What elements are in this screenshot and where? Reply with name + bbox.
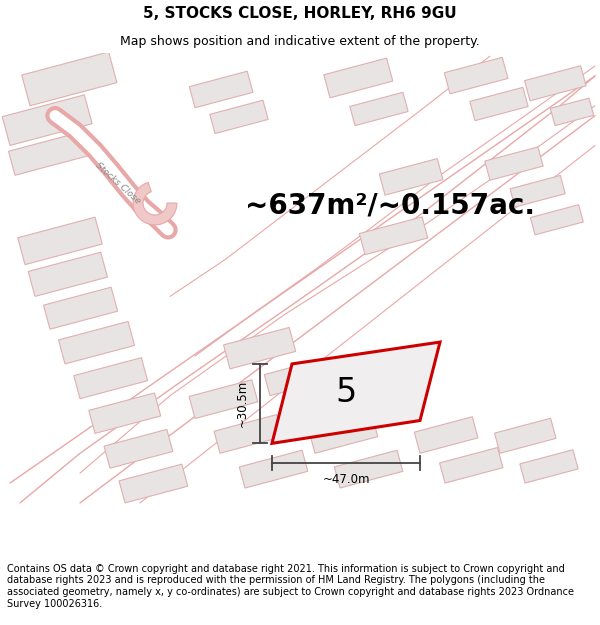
Polygon shape xyxy=(224,328,296,369)
Polygon shape xyxy=(485,147,543,180)
Polygon shape xyxy=(28,252,107,296)
Polygon shape xyxy=(22,52,117,106)
Polygon shape xyxy=(74,357,148,399)
Polygon shape xyxy=(324,58,393,98)
Polygon shape xyxy=(133,182,177,225)
Polygon shape xyxy=(305,371,363,404)
Text: Stocks Close: Stocks Close xyxy=(94,161,142,206)
Text: 5, STOCKS CLOSE, HORLEY, RH6 9GU: 5, STOCKS CLOSE, HORLEY, RH6 9GU xyxy=(143,6,457,21)
Polygon shape xyxy=(239,450,308,488)
Polygon shape xyxy=(18,217,102,264)
Polygon shape xyxy=(494,418,556,453)
Polygon shape xyxy=(550,98,593,126)
Polygon shape xyxy=(104,429,173,468)
Polygon shape xyxy=(440,448,503,483)
Polygon shape xyxy=(119,464,188,503)
Polygon shape xyxy=(445,58,508,94)
Text: Map shows position and indicative extent of the property.: Map shows position and indicative extent… xyxy=(120,35,480,48)
Polygon shape xyxy=(524,66,586,101)
Polygon shape xyxy=(379,159,443,195)
Polygon shape xyxy=(2,95,92,146)
Polygon shape xyxy=(59,321,134,364)
Polygon shape xyxy=(190,71,253,107)
Polygon shape xyxy=(8,132,88,175)
Polygon shape xyxy=(470,88,528,121)
Text: ~47.0m: ~47.0m xyxy=(322,472,370,486)
Polygon shape xyxy=(189,380,258,419)
Polygon shape xyxy=(530,205,583,235)
Polygon shape xyxy=(350,92,408,126)
Polygon shape xyxy=(44,288,118,329)
Polygon shape xyxy=(214,414,283,453)
Polygon shape xyxy=(520,450,578,483)
Polygon shape xyxy=(359,217,428,255)
Polygon shape xyxy=(89,393,161,433)
Polygon shape xyxy=(309,414,378,453)
Polygon shape xyxy=(210,100,268,134)
Polygon shape xyxy=(334,450,403,488)
Polygon shape xyxy=(265,358,333,396)
Polygon shape xyxy=(272,342,440,443)
Text: ~637m²/~0.157ac.: ~637m²/~0.157ac. xyxy=(245,191,535,219)
Polygon shape xyxy=(415,417,478,453)
Text: ~30.5m: ~30.5m xyxy=(235,380,248,428)
Text: Contains OS data © Crown copyright and database right 2021. This information is : Contains OS data © Crown copyright and d… xyxy=(7,564,574,609)
Polygon shape xyxy=(510,176,565,207)
Text: 5: 5 xyxy=(335,376,356,409)
